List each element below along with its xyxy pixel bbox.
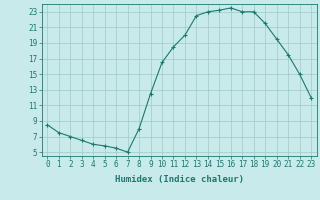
X-axis label: Humidex (Indice chaleur): Humidex (Indice chaleur) xyxy=(115,175,244,184)
